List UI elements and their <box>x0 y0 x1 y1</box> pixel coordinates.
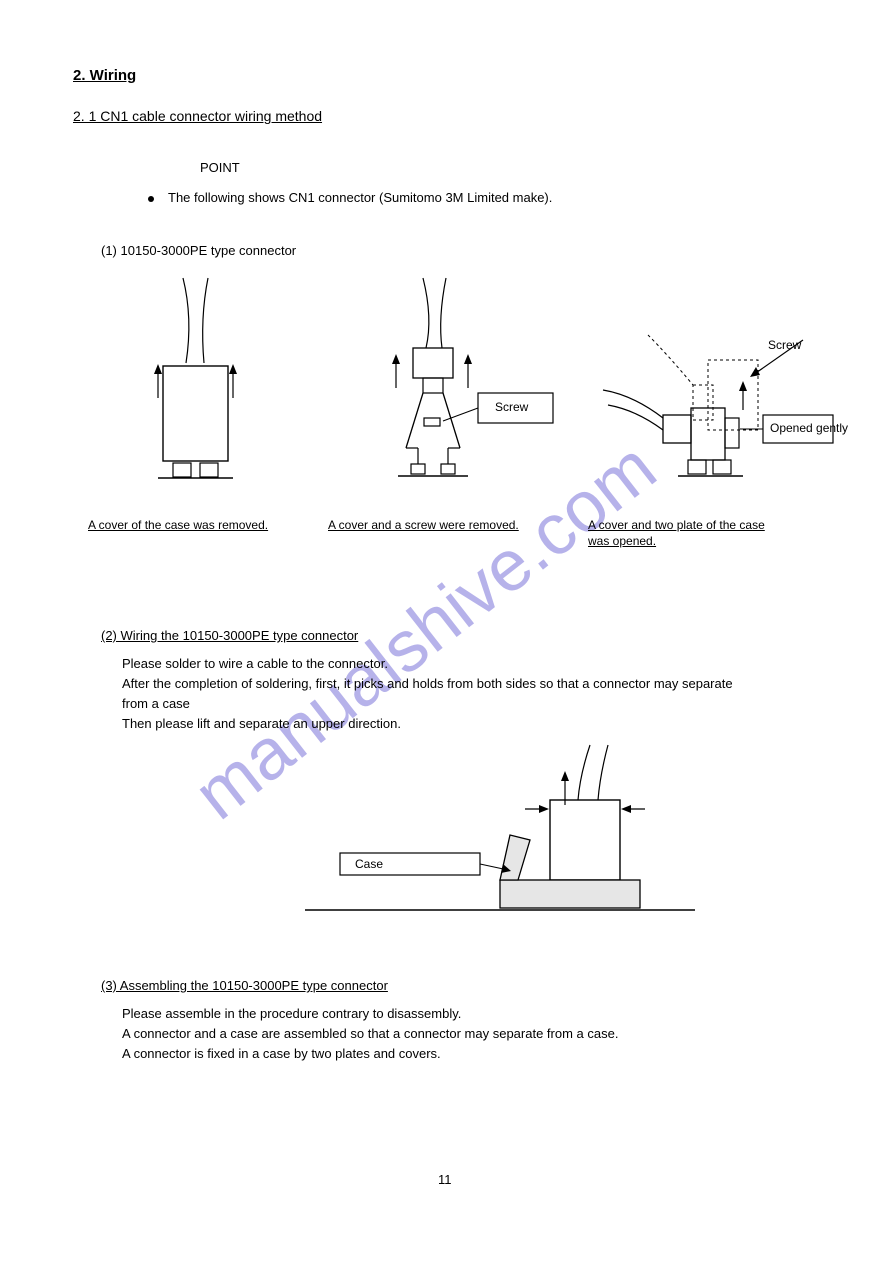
step-2-text-3: from a case <box>122 696 190 711</box>
page-number: 11 <box>438 1172 452 1187</box>
step-2-text-2: After the completion of soldering, first… <box>122 676 832 691</box>
point-text: The following shows CN1 connector (Sumit… <box>168 190 552 205</box>
figure-3-caption-line1: A cover and two plate of the case <box>588 518 765 532</box>
figure-3-opened-label: Opened gently <box>770 421 850 435</box>
figure-2-caption: A cover and a screw were removed. <box>328 518 519 532</box>
figure-4-case-label: Case <box>355 857 383 871</box>
figure-3-caption-line2: was opened. <box>588 534 656 548</box>
step-2-label: (2) Wiring the 10150-3000PE type connect… <box>101 628 358 643</box>
figure-2 <box>328 278 558 508</box>
step-3-text-1: Please assemble in the procedure contrar… <box>122 1006 461 1021</box>
point-label: POINT <box>200 160 240 175</box>
figure-2-screw-label: Screw <box>495 400 528 414</box>
figure-4 <box>300 745 700 945</box>
step-1-label: (1) 10150-3000PE type connector <box>101 243 296 258</box>
figure-3 <box>578 330 838 510</box>
step-3-text-2: A connector and a case are assembled so … <box>122 1026 618 1041</box>
step-2-text-4: Then please lift and separate an upper d… <box>122 716 401 731</box>
figure-1-caption: A cover of the case was removed. <box>88 518 268 532</box>
figure-1 <box>88 278 288 508</box>
step-2-text-1: Please solder to wire a cable to the con… <box>122 656 388 671</box>
figure-3-screw-label: Screw <box>768 338 828 352</box>
bullet-icon <box>148 196 154 202</box>
step-3-text-3: A connector is fixed in a case by two pl… <box>122 1046 441 1061</box>
section-heading-wiring: 2. Wiring <box>73 67 136 84</box>
step-3-label: (3) Assembling the 10150-3000PE type con… <box>101 978 388 993</box>
section-heading-cn1: 2. 1 CN1 cable connector wiring method <box>73 108 322 124</box>
